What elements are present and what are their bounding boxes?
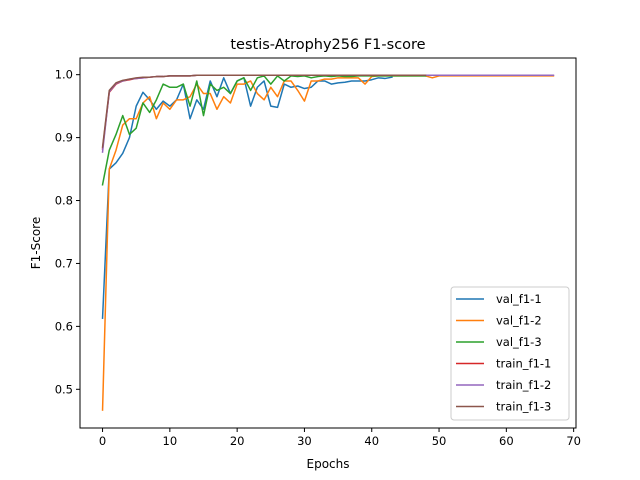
x-tick-label: 50 bbox=[432, 434, 447, 448]
series-lines bbox=[101, 74, 555, 411]
legend-label-train_f1-1: train_f1-1 bbox=[496, 357, 551, 371]
y-tick-label: 0.5 bbox=[55, 382, 73, 396]
legend-label-val_f1-1: val_f1-1 bbox=[496, 292, 542, 306]
x-tick-label: 40 bbox=[364, 434, 379, 448]
y-tick-label: 0.7 bbox=[55, 256, 73, 270]
x-tick-label: 60 bbox=[499, 434, 514, 448]
legend-label-train_f1-2: train_f1-2 bbox=[496, 378, 551, 392]
y-axis-ticks: 0.5 0.6 0.7 0.8 0.9 1.0 bbox=[55, 68, 80, 396]
x-axis-ticks: 0 10 20 30 40 50 60 70 bbox=[99, 428, 581, 448]
x-tick-label: 20 bbox=[230, 434, 245, 448]
legend-label-val_f1-2: val_f1-2 bbox=[496, 314, 542, 328]
x-tick-label: 70 bbox=[566, 434, 581, 448]
legend: val_f1-1 val_f1-2 val_f1-3 train_f1-1 train_… bbox=[450, 286, 570, 421]
y-tick-label: 0.9 bbox=[55, 131, 73, 145]
y-tick-label: 0.6 bbox=[55, 319, 73, 333]
x-tick-label: 10 bbox=[163, 434, 178, 448]
y-tick-label: 0.8 bbox=[55, 194, 73, 208]
plot-frame bbox=[79, 57, 577, 429]
legend-label-val_f1-3: val_f1-3 bbox=[496, 335, 542, 349]
y-tick-label: 1.0 bbox=[55, 68, 73, 82]
x-tick-label: 30 bbox=[297, 434, 312, 448]
legend-label-train_f1-3: train_f1-3 bbox=[496, 400, 551, 414]
chart-title: testis-Atrophy256 F1-score bbox=[230, 37, 425, 53]
series-line-train_f1-3 bbox=[101, 74, 427, 148]
x-tick-label: 0 bbox=[99, 434, 106, 448]
x-axis-label: Epochs bbox=[307, 457, 350, 471]
y-axis-label: F1-Score bbox=[29, 217, 43, 269]
